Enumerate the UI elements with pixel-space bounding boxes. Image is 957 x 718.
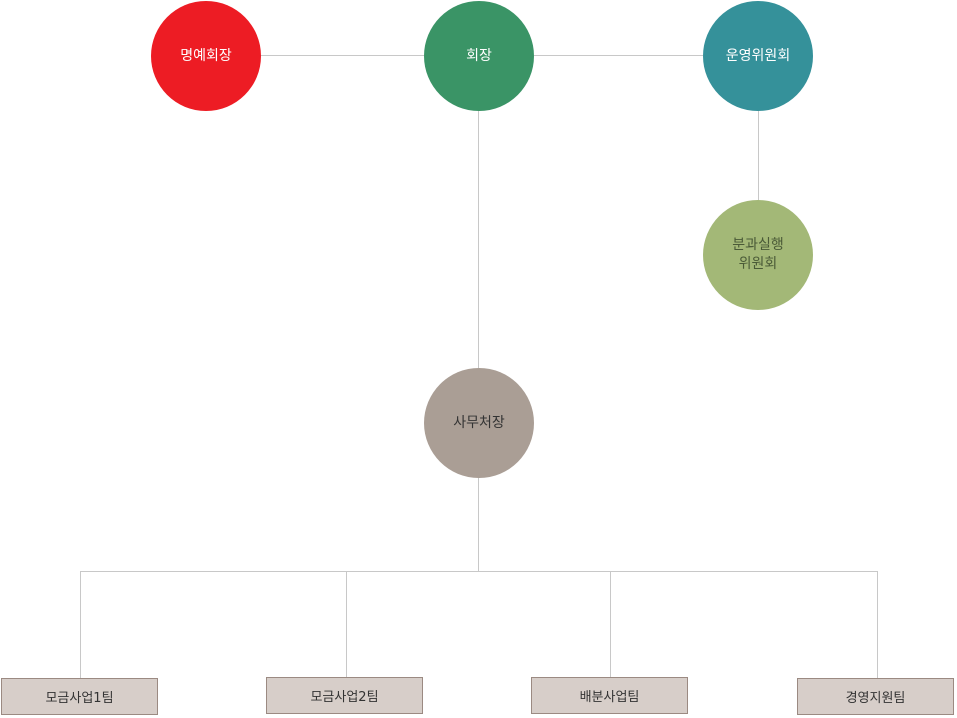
subcommittee-label-line1: 분과실행: [732, 237, 784, 253]
team-box-management-support: 경영지원팀: [797, 678, 954, 715]
chairman-node: 회장: [424, 1, 534, 111]
team-box-distribution: 배분사업팀: [531, 677, 688, 714]
honorary-chairman-label: 명예회장: [180, 47, 232, 64]
team-box-fundraising-1: 모금사업1팀: [1, 678, 158, 715]
chairman-label: 회장: [466, 47, 492, 64]
team-label: 경영지원팀: [845, 691, 906, 706]
team-label: 모금사업1팀: [45, 691, 114, 706]
subcommittee-label-line2: 위원회: [738, 256, 778, 272]
subcommittee-node: 분과실행 위원회: [703, 200, 813, 310]
secretary-general-label: 사무처장: [453, 414, 505, 431]
operating-committee-node: 운영위원회: [703, 1, 813, 111]
secretary-general-node: 사무처장: [424, 368, 534, 478]
team-box-fundraising-2: 모금사업2팀: [266, 677, 423, 714]
operating-committee-label: 운영위원회: [725, 47, 791, 64]
honorary-chairman-node: 명예회장: [151, 1, 261, 111]
team-label: 배분사업팀: [579, 690, 640, 705]
team-label: 모금사업2팀: [310, 690, 379, 705]
